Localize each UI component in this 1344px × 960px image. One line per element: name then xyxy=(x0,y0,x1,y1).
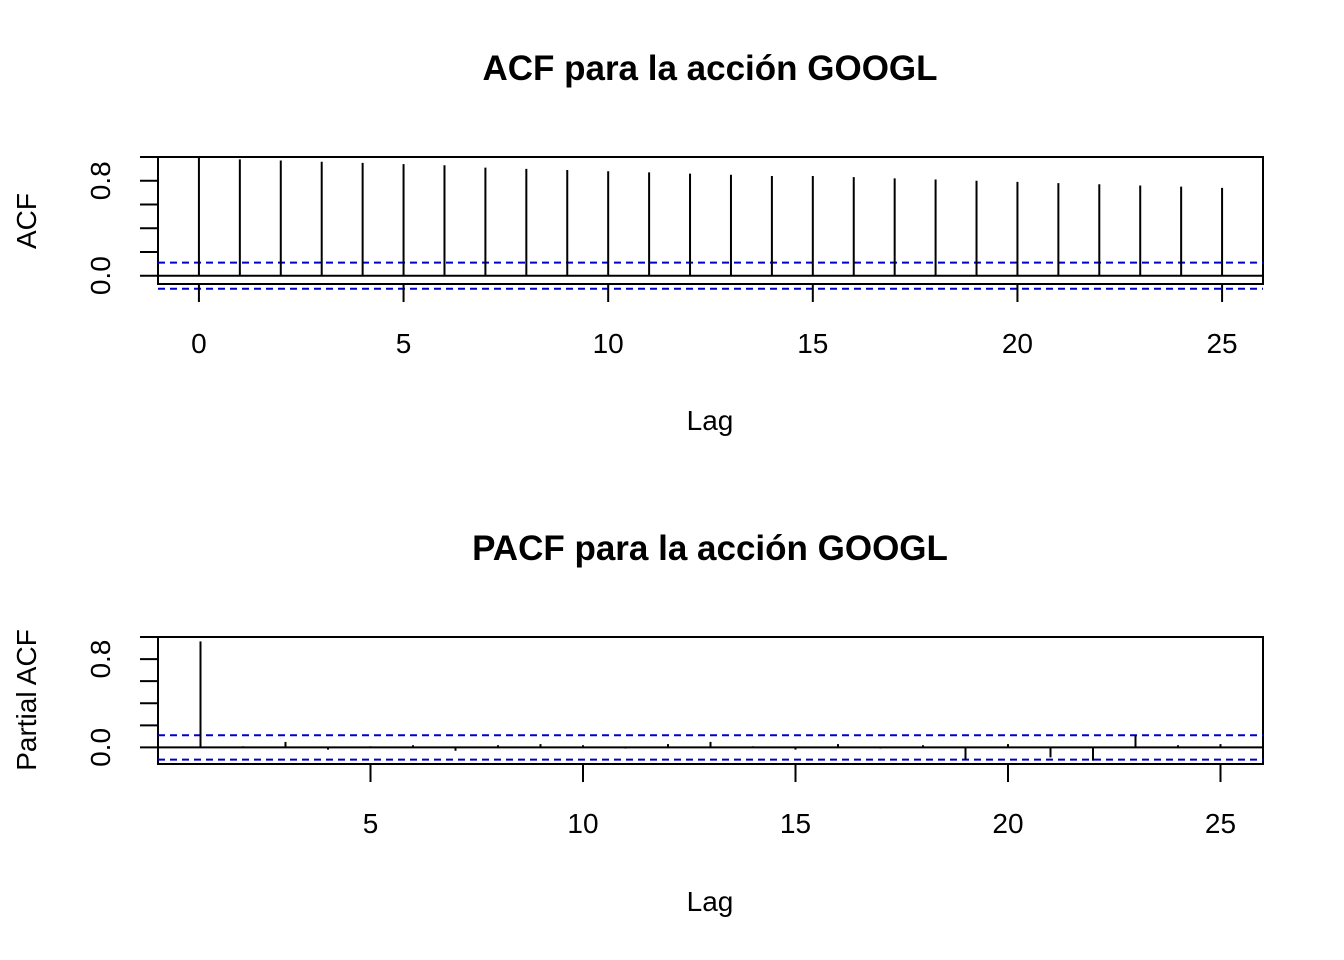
acf-panel: ACF para la acción GOOGL Lag ACF 0 5 10 15 2… xyxy=(11,49,1264,436)
acf-y-tick-label: 0.8 xyxy=(85,161,116,200)
acf-x-tick-label: 5 xyxy=(396,328,412,359)
pacf-plot-frame xyxy=(157,636,1264,765)
pacf-panel: PACF para la acción GOOGL Lag Partial AC… xyxy=(11,529,1264,917)
acf-plot-frame xyxy=(157,156,1264,285)
acf-x-tick-label: 15 xyxy=(797,328,828,359)
pacf-x-tick-label: 15 xyxy=(780,808,811,839)
acf-x-tick-label: 10 xyxy=(593,328,624,359)
acf-x-tick-label: 20 xyxy=(1002,328,1033,359)
acf-marks: 0 5 10 15 20 25 0.0 0.8 xyxy=(85,156,1263,359)
acf-x-tick-label: 0 xyxy=(191,328,207,359)
pacf-marks: 5 10 15 20 25 0.0 0.8 xyxy=(85,636,1263,839)
pacf-y-axis-label: Partial ACF xyxy=(11,629,42,771)
pacf-y-tick-label: 0.0 xyxy=(85,728,116,767)
pacf-title: PACF para la acción GOOGL xyxy=(472,529,948,568)
pacf-x-tick-label: 10 xyxy=(567,808,598,839)
acf-title: ACF para la acción GOOGL xyxy=(482,49,937,88)
acf-y-axis-label: ACF xyxy=(11,193,42,249)
acf-x-axis-label: Lag xyxy=(687,405,734,436)
pacf-y-tick-label: 0.8 xyxy=(85,640,116,679)
acf-x-tick-label: 25 xyxy=(1206,328,1237,359)
pacf-x-tick-label: 20 xyxy=(992,808,1023,839)
pacf-x-axis-label: Lag xyxy=(687,886,734,917)
pacf-x-tick-label: 5 xyxy=(363,808,379,839)
pacf-x-tick-label: 25 xyxy=(1205,808,1236,839)
acf-y-tick-label: 0.0 xyxy=(85,256,116,295)
